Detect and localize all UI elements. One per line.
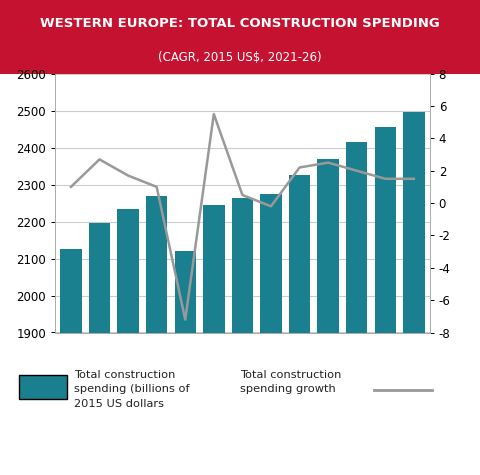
Bar [60, 249, 82, 475]
Bar [374, 127, 396, 475]
Text: Total construction: Total construction [74, 370, 176, 380]
Bar [203, 205, 225, 475]
Text: Total construction: Total construction [240, 370, 341, 380]
Bar [317, 159, 339, 475]
Bar [118, 209, 139, 475]
Bar [232, 198, 253, 475]
Bar [403, 113, 425, 475]
Bar [89, 223, 110, 475]
Text: (CAGR, 2015 US$, 2021-26): (CAGR, 2015 US$, 2021-26) [158, 51, 322, 64]
Bar [346, 142, 367, 475]
Bar [175, 251, 196, 475]
Text: spending growth: spending growth [240, 384, 336, 395]
Bar [260, 194, 282, 475]
Bar [146, 196, 168, 475]
Text: WESTERN EUROPE: TOTAL CONSTRUCTION SPENDING: WESTERN EUROPE: TOTAL CONSTRUCTION SPEND… [40, 17, 440, 30]
Text: 2015 US dollars: 2015 US dollars [74, 399, 164, 409]
Bar [289, 175, 310, 475]
Text: spending (billions of: spending (billions of [74, 384, 190, 395]
